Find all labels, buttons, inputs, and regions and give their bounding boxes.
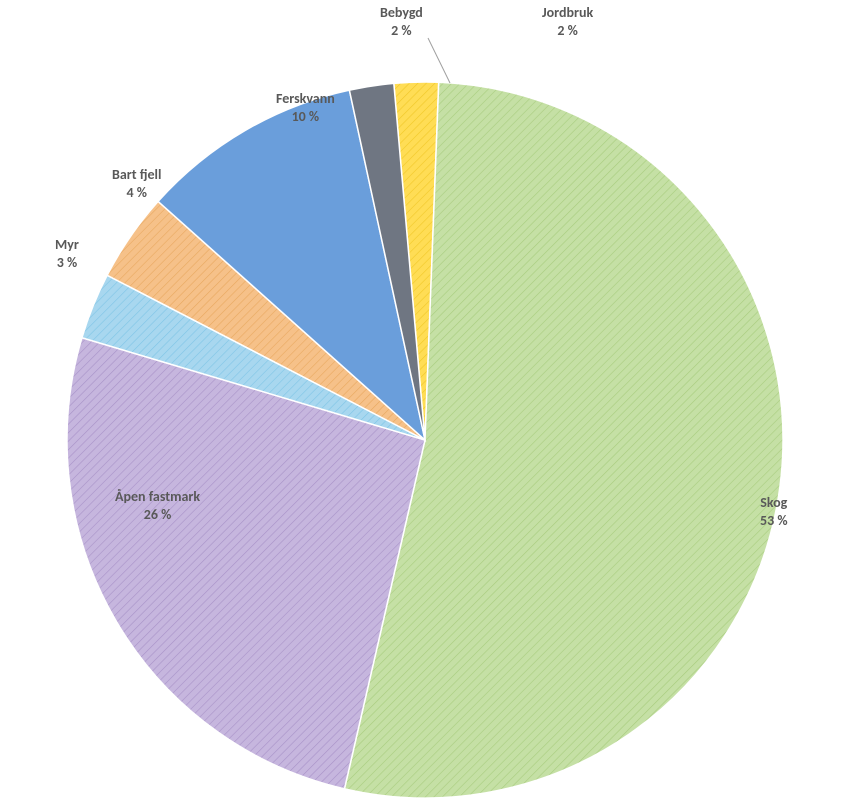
- leader-line: [428, 38, 450, 83]
- slice-label: Jordbruk2 %: [542, 4, 593, 40]
- slice-label-name: Åpen fastmark: [115, 488, 200, 506]
- slice-label-percent: 3 %: [55, 254, 79, 272]
- slice-label-name: Skog: [760, 494, 788, 512]
- pie-chart-svg: [0, 0, 866, 810]
- slice-label: Åpen fastmark26 %: [115, 488, 200, 524]
- slice-label: Bart fjell4 %: [112, 166, 161, 202]
- slice-label: Bebygd2 %: [380, 4, 423, 40]
- slice-label-percent: 4 %: [112, 184, 161, 202]
- slice-label-percent: 2 %: [542, 22, 593, 40]
- slice-label-name: Bart fjell: [112, 166, 161, 184]
- pie-chart-container: Jordbruk2 %Skog53 %Åpen fastmark26 %Myr3…: [0, 0, 866, 810]
- slice-label: Skog53 %: [760, 494, 788, 530]
- slice-label-percent: 10 %: [276, 108, 335, 126]
- slice-label-percent: 2 %: [380, 22, 423, 40]
- slice-label-name: Jordbruk: [542, 4, 593, 22]
- slice-label-name: Myr: [55, 236, 79, 254]
- slice-label-name: Ferskvann: [276, 90, 335, 108]
- slice-label-percent: 53 %: [760, 512, 788, 530]
- slice-label-percent: 26 %: [115, 506, 200, 524]
- slice-label-name: Bebygd: [380, 4, 423, 22]
- slice-label: Myr3 %: [55, 236, 79, 272]
- slice-label: Ferskvann10 %: [276, 90, 335, 126]
